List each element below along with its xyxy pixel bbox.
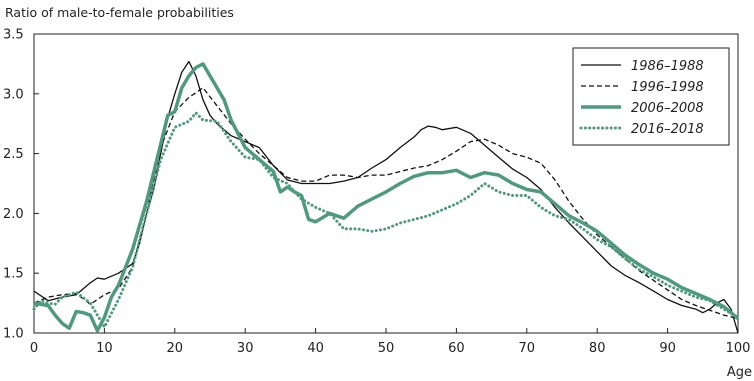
y-tick-label: 2.0: [3, 207, 24, 222]
series-layer: [32, 60, 740, 334]
x-tick-label: 0: [30, 341, 38, 356]
legend-label: 2006–2008: [631, 101, 704, 116]
x-tick-label: 90: [659, 341, 676, 356]
legend-label: 1996–1998: [631, 80, 704, 95]
y-tick-label: 2.5: [3, 147, 24, 162]
series-line-2: [33, 87, 739, 320]
x-tick-label: 30: [237, 341, 254, 356]
x-tick-label: 80: [589, 341, 606, 356]
legend-label: 2016–2018: [631, 122, 704, 137]
x-tick-label: 70: [519, 341, 536, 356]
legend-label: 1986–1988: [631, 59, 704, 74]
y-axis-title: Ratio of male-to-female probabilities: [5, 5, 234, 20]
x-tick-label: 60: [448, 341, 465, 356]
y-tick-label: 1.5: [3, 267, 24, 282]
x-tick-label: 20: [167, 341, 184, 356]
x-axis-title: Age: [727, 365, 752, 380]
x-axis: 0 10 20 30 40 50 60 70 80 90 100: [30, 328, 751, 356]
x-tick-label: 100: [726, 341, 751, 356]
x-tick-label: 50: [378, 341, 395, 356]
legend: 1986–1988 1996–1998 2006–2008 2016–2018: [572, 47, 730, 146]
y-tick-label: 3.0: [3, 87, 24, 102]
y-axis: 1.0 1.5 2.0 2.5 3.0 3.5: [3, 28, 39, 342]
series-line-3: [33, 62, 740, 333]
series-line-1: [33, 60, 739, 334]
x-tick-label: 10: [96, 341, 113, 356]
series-line-4: [32, 111, 740, 329]
y-tick-label: 1.0: [3, 327, 24, 342]
y-tick-label: 3.5: [3, 28, 24, 43]
x-tick-label: 40: [307, 341, 324, 356]
